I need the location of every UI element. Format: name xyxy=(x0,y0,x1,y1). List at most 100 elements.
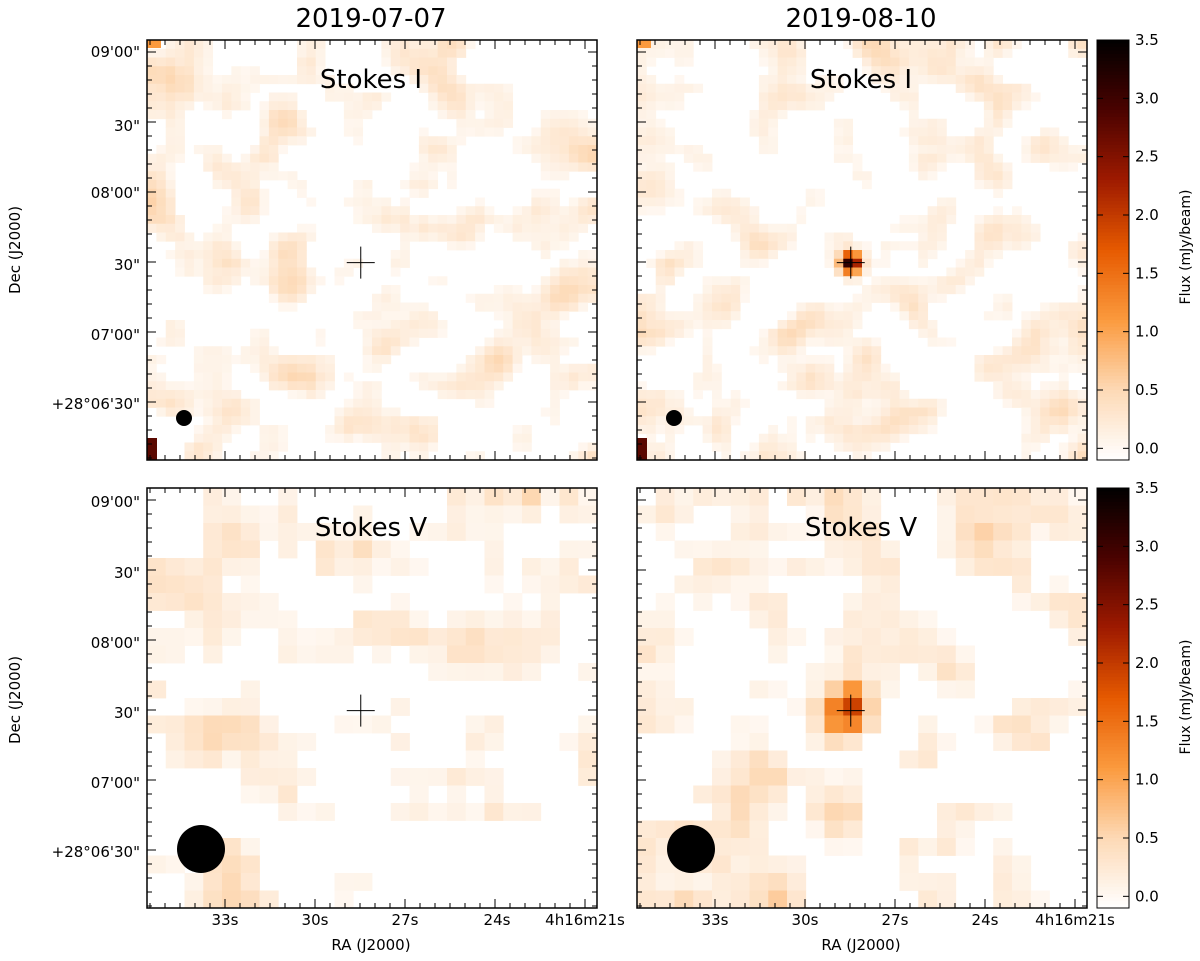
map-pixel xyxy=(693,83,704,93)
map-pixel xyxy=(862,57,872,67)
map-pixel xyxy=(259,101,270,111)
map-pixel xyxy=(325,83,335,93)
map-pixel xyxy=(843,698,863,716)
map-pixel xyxy=(787,320,797,330)
map-pixel xyxy=(381,206,392,216)
map-pixel xyxy=(833,145,844,155)
map-pixel xyxy=(447,180,457,190)
map-pixel xyxy=(259,346,270,356)
map-pixel xyxy=(522,136,532,146)
colorbar-segment xyxy=(1097,71,1129,76)
map-pixel xyxy=(540,276,551,286)
map-pixel xyxy=(937,398,947,408)
map-pixel xyxy=(655,523,675,541)
map-pixel xyxy=(862,680,882,699)
map-pixel xyxy=(212,267,223,277)
map-pixel xyxy=(493,363,504,373)
map-pixel xyxy=(353,118,364,128)
colorbar-segment xyxy=(1097,624,1129,629)
map-pixel xyxy=(665,145,675,155)
map-pixel xyxy=(250,145,260,155)
map-pixel xyxy=(362,206,373,216)
map-pixel xyxy=(428,523,448,541)
map-pixel xyxy=(749,593,769,611)
map-pixel xyxy=(184,593,204,611)
map-pixel xyxy=(1012,92,1022,102)
colorbar-segment xyxy=(1097,215,1129,220)
map-pixel xyxy=(890,48,900,58)
map-pixel xyxy=(315,540,335,559)
map-pixel xyxy=(353,575,373,594)
map-pixel xyxy=(899,92,910,102)
map-pixel xyxy=(655,442,666,452)
map-pixel xyxy=(852,398,863,408)
map-pixel xyxy=(381,346,392,356)
map-pixel xyxy=(400,215,410,225)
map-pixel xyxy=(749,346,760,356)
map-pixel xyxy=(1049,337,1060,347)
map-pixel xyxy=(993,558,1013,576)
map-pixel xyxy=(418,188,429,198)
y-tick-label: +28°06'30" xyxy=(52,843,140,861)
map-pixel xyxy=(993,241,1004,251)
map-pixel xyxy=(447,75,457,85)
map-pixel xyxy=(674,83,685,93)
y-tick-labels-bottom: 09'00" 30" 08'00" 30" 07'00" +28°06'30" xyxy=(52,493,140,861)
map-pixel xyxy=(550,162,560,172)
map-pixel xyxy=(193,407,204,417)
beam-ellipse xyxy=(666,410,682,426)
map-pixel xyxy=(852,337,863,347)
colorbar-segment xyxy=(1097,176,1129,181)
colorbar-segment xyxy=(1097,117,1129,122)
map-pixel xyxy=(447,92,457,102)
map-pixel xyxy=(222,206,232,216)
map-pixel xyxy=(297,293,307,303)
map-pixel xyxy=(1021,215,1032,225)
map-pixel xyxy=(203,101,214,111)
map-pixel xyxy=(400,223,410,233)
map-pixel xyxy=(447,610,467,629)
map-pixel xyxy=(212,381,223,391)
map-pixel xyxy=(165,145,176,155)
map-pixel xyxy=(203,232,214,242)
map-pixel xyxy=(993,250,1004,260)
map-pixel xyxy=(1077,328,1088,338)
map-pixel xyxy=(805,488,825,506)
map-pixel xyxy=(749,206,760,216)
map-pixel xyxy=(212,442,223,452)
map-pixel xyxy=(353,215,364,225)
map-pixel xyxy=(908,127,919,137)
map-pixel xyxy=(721,311,732,321)
map-pixel xyxy=(147,372,157,382)
map-pixel xyxy=(578,505,598,524)
map-pixel xyxy=(1049,390,1060,400)
map-pixel xyxy=(993,390,1004,400)
map-pixel xyxy=(578,127,589,137)
map-pixel xyxy=(993,206,1004,216)
map-pixel xyxy=(637,337,647,347)
map-pixel xyxy=(447,488,467,506)
map-pixel xyxy=(156,75,167,85)
map-pixel xyxy=(693,250,704,260)
map-pixel xyxy=(315,276,326,286)
map-pixel xyxy=(250,398,260,408)
colorbar-segment xyxy=(1097,236,1129,241)
map-pixel xyxy=(287,381,298,391)
map-pixel xyxy=(871,258,882,268)
map-pixel xyxy=(268,250,279,260)
map-pixel xyxy=(787,241,797,251)
map-pixel xyxy=(390,48,401,58)
map-pixel xyxy=(890,398,900,408)
map-pixel xyxy=(475,372,485,382)
map-pixel xyxy=(268,346,279,356)
map-pixel xyxy=(899,293,910,303)
map-pixel xyxy=(147,715,167,734)
map-pixel xyxy=(918,320,929,330)
map-pixel xyxy=(983,171,994,181)
map-pixel xyxy=(937,645,957,664)
map-pixel xyxy=(843,803,863,821)
map-pixel xyxy=(890,416,900,426)
map-pixel xyxy=(787,311,797,321)
map-pixel xyxy=(222,407,232,417)
map-pixel xyxy=(796,346,807,356)
